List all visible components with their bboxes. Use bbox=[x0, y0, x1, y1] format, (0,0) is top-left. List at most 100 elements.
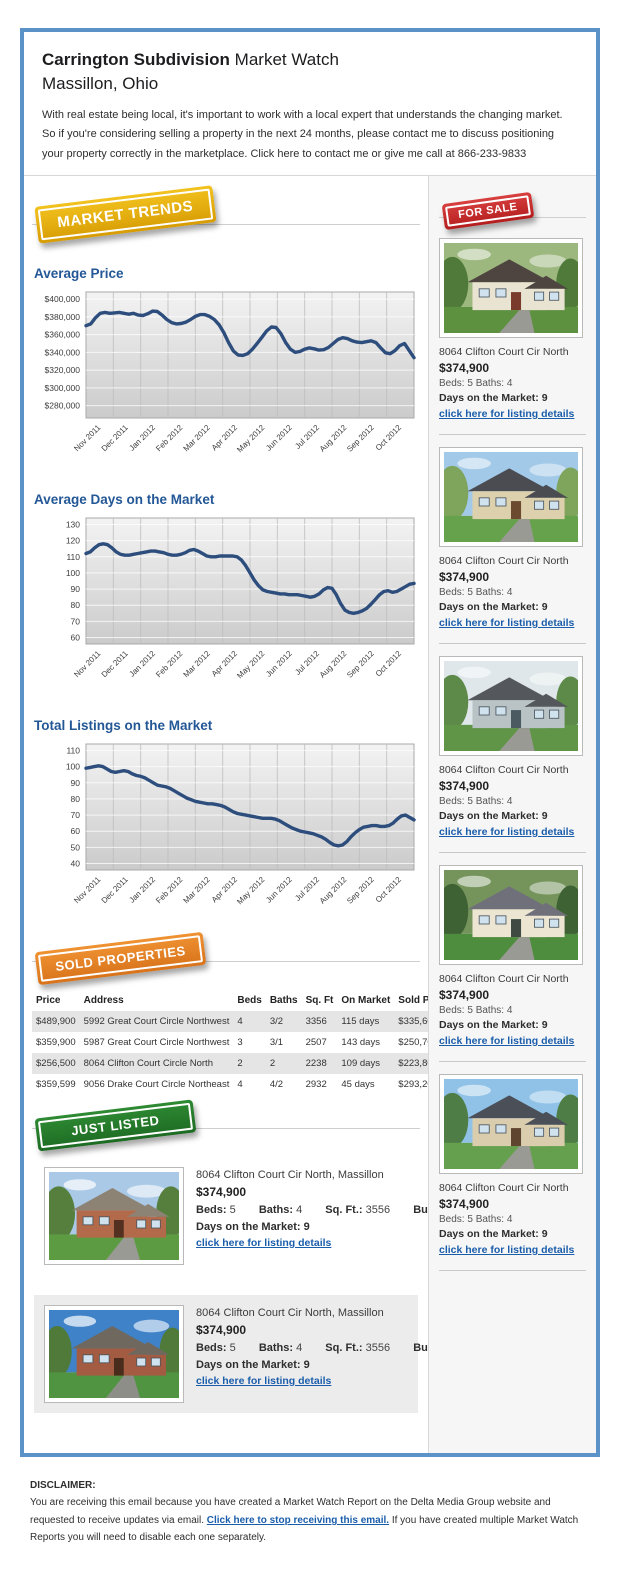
sold-properties-badge-row: SOLD PROPERTIES bbox=[32, 931, 420, 986]
cell-baths: 3/1 bbox=[269, 1036, 284, 1048]
col-beds: Beds bbox=[237, 994, 262, 1006]
listing-price: $374,900 bbox=[196, 1322, 247, 1337]
average-days-chart: 60 70 80 90 100 110 120 130 Nov 2011 Dec 2011 Jan … bbox=[32, 513, 420, 702]
listing-photo[interactable] bbox=[44, 1304, 184, 1403]
listing-beds-baths: Beds: 5 Baths: 4 bbox=[439, 795, 513, 807]
listing-photo[interactable] bbox=[44, 1166, 184, 1265]
svg-text:110: 110 bbox=[66, 745, 80, 755]
house-photo-illustration bbox=[444, 242, 578, 333]
svg-text:100: 100 bbox=[66, 762, 80, 772]
svg-text:50: 50 bbox=[71, 842, 81, 852]
svg-text:130: 130 bbox=[66, 519, 80, 529]
sqft-value: 3556 bbox=[365, 1341, 391, 1354]
average-price-chart: $280,000 $300,000 $320,000 $340,000 $360,000… bbox=[32, 287, 420, 476]
house-photo-illustration bbox=[444, 451, 578, 542]
svg-text:May 2012: May 2012 bbox=[235, 649, 267, 681]
main-column: MARKET TRENDS Average Price $280,000 $300… bbox=[24, 175, 469, 1453]
listing-photo[interactable] bbox=[439, 864, 583, 965]
svg-text:Nov 2011: Nov 2011 bbox=[72, 649, 103, 680]
sqft-value: 3556 bbox=[365, 1203, 391, 1216]
cell-sold-price: $250,700 bbox=[398, 1036, 438, 1048]
cell-on-market: 109 days bbox=[341, 1057, 380, 1069]
listing-details-link[interactable]: click here for listing details bbox=[439, 616, 575, 629]
svg-text:Aug 2012: Aug 2012 bbox=[318, 423, 349, 454]
house-photo-illustration bbox=[444, 660, 578, 751]
svg-text:Oct 2012: Oct 2012 bbox=[374, 423, 404, 453]
svg-text:60: 60 bbox=[71, 633, 81, 643]
svg-text:$380,000: $380,000 bbox=[45, 312, 81, 322]
days-on-market: Days on the Market: 9 bbox=[196, 1220, 310, 1233]
listing-details-link[interactable]: click here for listing details bbox=[439, 1243, 575, 1256]
svg-text:Dec 2011: Dec 2011 bbox=[100, 875, 131, 906]
svg-text:Feb 2012: Feb 2012 bbox=[154, 423, 185, 454]
cell-address: 9056 Drake Court Circle Northeast bbox=[83, 1078, 230, 1090]
listing-details-link[interactable]: click here for listing details bbox=[439, 407, 575, 420]
svg-text:Dec 2011: Dec 2011 bbox=[100, 649, 131, 680]
table-row: $256,500 8064 Clifton Court Circle North… bbox=[32, 1052, 452, 1074]
cell-price: $359,599 bbox=[36, 1078, 76, 1090]
for-sale-card: 8064 Clifton Court Cir North $374,900 Be… bbox=[439, 864, 586, 1062]
days-on-market: Days on the Market: 9 bbox=[439, 391, 548, 404]
col-baths: Baths bbox=[269, 994, 298, 1006]
svg-text:Dec 2011: Dec 2011 bbox=[100, 423, 131, 454]
unsubscribe-link[interactable]: Click here to stop receiving this email. bbox=[206, 1514, 390, 1526]
cell-beds: 4 bbox=[237, 1078, 243, 1090]
svg-text:$340,000: $340,000 bbox=[45, 347, 81, 357]
svg-text:120: 120 bbox=[66, 536, 80, 546]
listing-price: $374,900 bbox=[439, 778, 490, 793]
house-photo-illustration bbox=[444, 869, 578, 960]
cell-beds: 4 bbox=[237, 1015, 243, 1027]
listing-address: 8064 Clifton Court Cir North, Massillon bbox=[196, 1306, 384, 1319]
listing-details-link[interactable]: click here for listing details bbox=[439, 1034, 575, 1047]
page-subtitle: Massillon, Ohio bbox=[42, 73, 159, 93]
page-title-bold: Carrington Subdivision bbox=[42, 50, 230, 69]
listing-photo[interactable] bbox=[439, 655, 583, 756]
svg-text:$360,000: $360,000 bbox=[45, 330, 81, 340]
cell-price: $359,900 bbox=[36, 1036, 76, 1048]
card-separator bbox=[439, 1060, 586, 1062]
sold-table-header-row: Price Address Beds Baths Sq. Ft On Marke… bbox=[32, 990, 451, 1011]
listing-details-link[interactable]: click here for listing details bbox=[196, 1236, 332, 1249]
svg-text:$320,000: $320,000 bbox=[45, 365, 81, 375]
col-address: Address bbox=[83, 994, 124, 1006]
listing-photo[interactable] bbox=[439, 446, 583, 547]
svg-text:Jun 2012: Jun 2012 bbox=[264, 423, 294, 453]
card-separator bbox=[439, 433, 586, 435]
cell-baths: 3/2 bbox=[269, 1015, 284, 1027]
listing-price: $374,900 bbox=[196, 1184, 247, 1199]
svg-text:May 2012: May 2012 bbox=[235, 875, 267, 907]
market-trends-badge-row: MARKET TRENDS bbox=[32, 185, 420, 250]
listing-price: $374,900 bbox=[439, 987, 490, 1002]
intro-paragraph: With real estate being local, it's impor… bbox=[42, 108, 563, 161]
listing-photo[interactable] bbox=[439, 1073, 583, 1174]
days-on-market: Days on the Market: 9 bbox=[439, 809, 548, 822]
col-price: Price bbox=[36, 994, 61, 1006]
svg-text:May 2012: May 2012 bbox=[235, 423, 267, 455]
listing-address: 8064 Clifton Court Cir North bbox=[439, 554, 569, 567]
listing-photo[interactable] bbox=[439, 237, 583, 338]
svg-text:$280,000: $280,000 bbox=[45, 401, 81, 411]
total-listings-title: Total Listings on the Market bbox=[34, 717, 213, 733]
table-row: $489,900 5992 Great Court Circle Northwe… bbox=[32, 1010, 452, 1032]
card-separator bbox=[439, 1269, 586, 1271]
beds-value: 5 bbox=[229, 1203, 236, 1216]
baths-value: 4 bbox=[296, 1203, 303, 1216]
svg-text:Sep 2012: Sep 2012 bbox=[345, 649, 376, 680]
for-sale-badge: FOR SALE bbox=[441, 191, 534, 231]
listing-address: 8064 Clifton Court Cir North bbox=[439, 972, 569, 985]
svg-text:Jan 2012: Jan 2012 bbox=[127, 423, 157, 453]
listing-address: 8064 Clifton Court Cir North bbox=[439, 345, 569, 358]
sqft-label: Sq. Ft.: bbox=[325, 1203, 363, 1216]
listing-price: $374,900 bbox=[439, 569, 490, 584]
col-sold-price: Sold Price bbox=[398, 994, 448, 1006]
svg-text:40: 40 bbox=[71, 859, 81, 869]
listing-details-link[interactable]: click here for listing details bbox=[439, 825, 575, 838]
cell-sqft: 2507 bbox=[305, 1036, 327, 1048]
market-trends-badge: MARKET TRENDS bbox=[34, 185, 217, 244]
listing-beds-baths: Beds: 5 Baths: 4 bbox=[439, 377, 513, 389]
listing-details-link[interactable]: click here for listing details bbox=[196, 1374, 332, 1387]
for-sale-card: 8064 Clifton Court Cir North $374,900 Be… bbox=[439, 655, 586, 853]
baths-label: Baths: bbox=[258, 1203, 294, 1216]
svg-text:Jun 2012: Jun 2012 bbox=[264, 649, 294, 679]
for-sale-card: 8064 Clifton Court Cir North $374,900 Be… bbox=[439, 237, 586, 435]
